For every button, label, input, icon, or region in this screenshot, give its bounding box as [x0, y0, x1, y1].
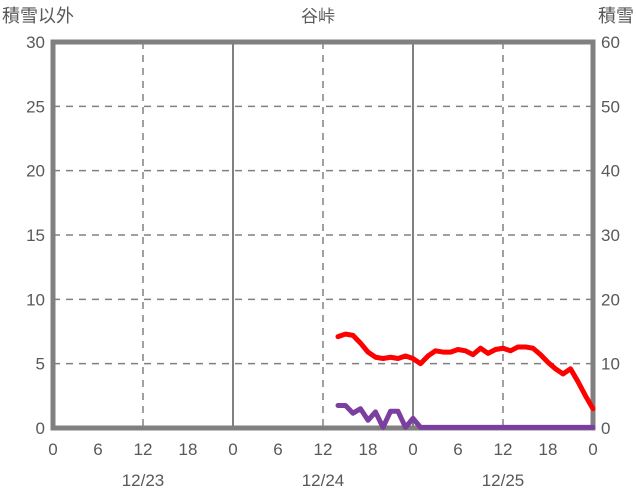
left-tick-label: 30	[26, 33, 45, 52]
x-tick-label: 12	[494, 440, 513, 459]
day-label: 12/24	[302, 471, 345, 490]
chart-title: 谷峠	[301, 7, 335, 26]
x-tick-label: 12	[314, 440, 333, 459]
x-tick-label: 18	[359, 440, 378, 459]
x-tick-label: 18	[179, 440, 198, 459]
x-tick-label: 6	[93, 440, 102, 459]
left-axis-title: 積雪以外	[2, 6, 74, 26]
right-axis-title: 積雪	[598, 6, 634, 26]
x-tick-label: 0	[48, 440, 57, 459]
x-tick-label: 6	[453, 440, 462, 459]
data-series-group	[335, 331, 596, 430]
right-tick-label: 0	[601, 419, 610, 438]
left-tick-label: 10	[26, 290, 45, 309]
left-axis-tick-labels: 0 5 10 15 20 25 30	[26, 33, 45, 438]
day-label: 12/23	[122, 471, 165, 490]
left-tick-label: 15	[26, 226, 45, 245]
x-tick-label: 18	[539, 440, 558, 459]
right-tick-label: 30	[601, 226, 620, 245]
left-tick-label: 20	[26, 162, 45, 181]
left-tick-label: 5	[36, 355, 45, 374]
right-tick-label: 20	[601, 290, 620, 309]
x-axis-tick-labels: 0 6 12 18 0 6 12 18 0 6 12 18 0	[48, 440, 597, 459]
x-tick-label: 0	[408, 440, 417, 459]
left-tick-label: 0	[36, 419, 45, 438]
x-axis-day-labels: 12/23 12/24 12/25	[122, 471, 525, 490]
right-tick-label: 50	[601, 97, 620, 116]
right-tick-label: 60	[601, 33, 620, 52]
series-line-other	[335, 331, 596, 412]
right-axis-tick-labels: 0 10 20 30 40 50 60	[601, 33, 620, 438]
x-tick-label: 0	[588, 440, 597, 459]
x-tick-label: 12	[134, 440, 153, 459]
vertical-gridlines	[142, 42, 504, 428]
day-label: 12/25	[482, 471, 525, 490]
right-tick-label: 40	[601, 162, 620, 181]
right-tick-label: 10	[601, 355, 620, 374]
series-line-snow	[335, 402, 596, 430]
left-tick-label: 25	[26, 97, 45, 116]
plot-area-border	[50, 39, 596, 431]
x-tick-label: 6	[273, 440, 282, 459]
x-tick-label: 0	[228, 440, 237, 459]
